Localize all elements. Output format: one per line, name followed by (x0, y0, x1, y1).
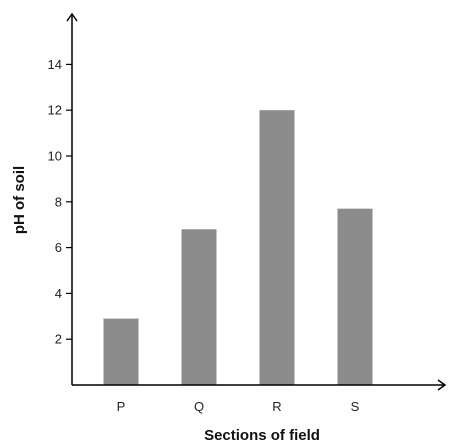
y-tick-label: 4 (55, 286, 62, 301)
y-tick-label: 2 (55, 332, 62, 347)
x-category-label: Q (194, 399, 204, 414)
bar-R (259, 110, 295, 385)
y-axis-arrowhead (66, 12, 78, 22)
y-tick-label: 14 (48, 57, 62, 72)
x-category-label: S (351, 399, 360, 414)
x-axis-arrowhead (437, 379, 447, 391)
y-axis-title: pH of soil (11, 166, 28, 234)
x-axis-category-labels: P Q R S (117, 399, 360, 414)
bar-Q (181, 229, 217, 385)
bar-P (103, 318, 139, 385)
y-axis-ticks: 2 4 6 8 10 12 14 (48, 57, 72, 347)
y-tick-label: 12 (48, 103, 62, 118)
y-tick-label: 8 (55, 194, 62, 209)
x-category-label: P (117, 399, 126, 414)
bars-group (103, 110, 373, 385)
x-axis-title: Sections of field (204, 427, 320, 444)
y-tick-label: 10 (48, 149, 62, 164)
x-category-label: R (272, 399, 281, 414)
y-tick-label: 6 (55, 240, 62, 255)
bar-S (337, 208, 373, 385)
